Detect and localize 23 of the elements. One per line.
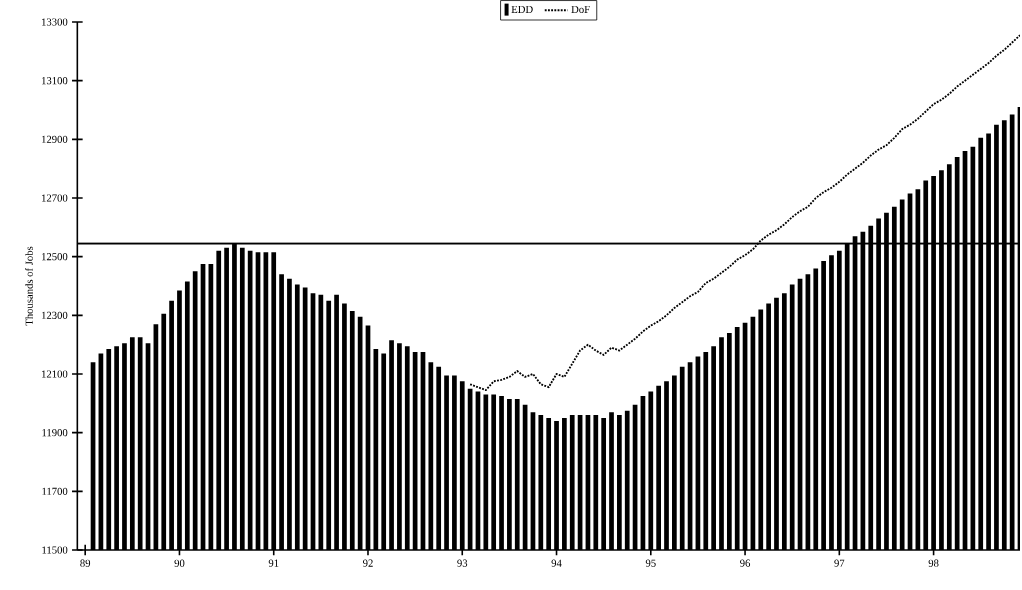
y-tick-label: 11900 bbox=[42, 429, 68, 437]
x-tick-label: 92 bbox=[362, 559, 373, 567]
y-tick-label: 13300 bbox=[42, 18, 68, 26]
x-tick-label: 94 bbox=[551, 559, 562, 567]
x-tick-label: 98 bbox=[928, 559, 939, 567]
x-tick-label: 93 bbox=[457, 559, 468, 567]
y-tick-label: 11500 bbox=[42, 546, 68, 554]
legend-label: DoF bbox=[571, 5, 590, 13]
y-tick-label: 12300 bbox=[42, 311, 68, 319]
y-tick-label: 12500 bbox=[42, 253, 68, 261]
y-tick-label: 12900 bbox=[42, 135, 68, 143]
x-tick-label: 89 bbox=[80, 559, 91, 567]
y-tick-label: 11700 bbox=[42, 487, 68, 495]
y-axis-title: Thousands of Jobs bbox=[25, 246, 33, 326]
x-tick-label: 96 bbox=[740, 559, 751, 567]
legend-label: EDD bbox=[511, 5, 533, 13]
x-tick-label: 95 bbox=[645, 559, 656, 567]
y-tick-label: 13100 bbox=[42, 77, 68, 85]
x-tick-label: 90 bbox=[174, 559, 185, 567]
y-tick-label: 12700 bbox=[42, 194, 68, 202]
x-tick-label: 97 bbox=[834, 559, 845, 567]
x-tick-label: 91 bbox=[268, 559, 279, 567]
y-tick-label: 12100 bbox=[42, 370, 68, 378]
